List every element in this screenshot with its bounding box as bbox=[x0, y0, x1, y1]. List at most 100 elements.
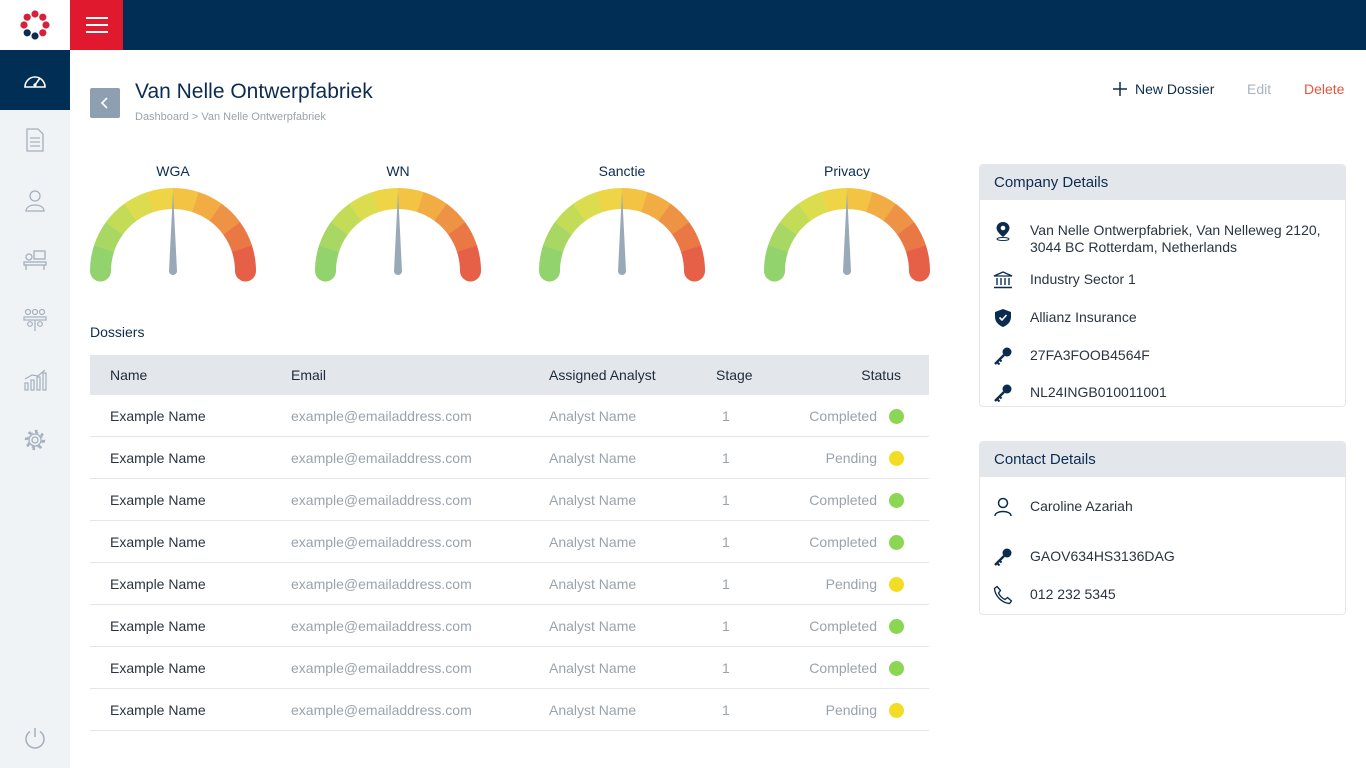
edit-button[interactable]: Edit bbox=[1247, 81, 1272, 97]
cell-stage: 1 bbox=[722, 491, 730, 508]
column-header-email[interactable]: Email bbox=[291, 367, 327, 383]
location-pin-icon bbox=[992, 220, 1014, 242]
column-header-analyst[interactable]: Assigned Analyst bbox=[549, 367, 656, 383]
sidebar-item-documents[interactable] bbox=[0, 110, 70, 170]
cell-name: Example Name bbox=[110, 407, 206, 424]
cell-name: Example Name bbox=[110, 491, 206, 508]
cell-status: Completed bbox=[809, 659, 877, 676]
status-dot bbox=[889, 409, 904, 424]
gauge-segment bbox=[349, 192, 379, 221]
cell-analyst: Analyst Name bbox=[549, 617, 637, 634]
column-header-name[interactable]: Name bbox=[110, 367, 148, 383]
gauge-segment bbox=[658, 203, 690, 235]
address-line-2: 3044 BC Rotterdam, Netherlands bbox=[1030, 239, 1237, 255]
dossiers-table: Name Email Assigned Analyst Stage Status… bbox=[90, 355, 929, 731]
gauge-segment bbox=[883, 203, 915, 235]
top-bar bbox=[0, 0, 1366, 50]
cell-email: example@emailaddress.com bbox=[291, 617, 472, 634]
cell-name: Example Name bbox=[110, 659, 206, 676]
table-row[interactable]: Example Name example@emailaddress.com Anal… bbox=[90, 689, 929, 731]
plus-icon bbox=[1113, 82, 1127, 96]
sidebar-item-people[interactable] bbox=[0, 170, 70, 230]
gauge-dial bbox=[315, 188, 481, 282]
gauge-wn: WN bbox=[313, 163, 483, 293]
table-row[interactable]: Example Name example@emailaddress.com Anal… bbox=[90, 647, 929, 689]
company-iban: NL24INGB010011001 bbox=[1030, 384, 1167, 400]
column-header-stage[interactable]: Stage bbox=[716, 367, 753, 383]
delete-button[interactable]: Delete bbox=[1304, 81, 1345, 97]
new-dossier-button[interactable]: New Dossier bbox=[1113, 81, 1214, 97]
status-dot bbox=[889, 661, 904, 676]
gauge-end-cap bbox=[539, 260, 560, 282]
sidebar bbox=[0, 50, 70, 768]
gauge-segment bbox=[417, 192, 447, 221]
cell-stage: 1 bbox=[722, 617, 730, 634]
gauge-segment bbox=[209, 203, 241, 235]
gauge-segment bbox=[94, 222, 123, 252]
gauge-segment bbox=[448, 222, 477, 252]
status-dot bbox=[889, 535, 904, 550]
gauge-segment bbox=[554, 203, 586, 235]
gauge-end-cap bbox=[90, 260, 111, 282]
cell-status: Completed bbox=[809, 533, 877, 550]
sidebar-item-dashboard[interactable] bbox=[0, 50, 70, 110]
new-dossier-label: New Dossier bbox=[1135, 81, 1215, 97]
app-logo[interactable] bbox=[0, 0, 70, 50]
cell-status: Pending bbox=[825, 449, 877, 466]
cell-stage: 1 bbox=[722, 701, 730, 718]
cell-status: Pending bbox=[825, 575, 877, 592]
gear-icon bbox=[24, 429, 46, 451]
gauge-segment bbox=[319, 222, 348, 252]
table-row[interactable]: Example Name example@emailaddress.com Anal… bbox=[90, 395, 929, 437]
table-row[interactable]: Example Name example@emailaddress.com Anal… bbox=[90, 437, 929, 479]
gauge-segment bbox=[172, 188, 199, 213]
gauge-segment bbox=[147, 188, 174, 213]
cell-email: example@emailaddress.com bbox=[291, 449, 472, 466]
gauge-privacy: Privacy bbox=[762, 163, 932, 293]
hamburger-menu-button[interactable] bbox=[70, 0, 123, 50]
table-row[interactable]: Example Name example@emailaddress.com Anal… bbox=[90, 563, 929, 605]
gauge-segment bbox=[779, 203, 811, 235]
cell-status: Pending bbox=[825, 701, 877, 718]
gauge-label: Sanctie bbox=[598, 163, 646, 179]
address-line-1: Van Nelle Ontwerpfabriek, Van Nelleweg 2… bbox=[1030, 222, 1321, 238]
cell-stage: 1 bbox=[722, 407, 730, 424]
logo-icon bbox=[20, 10, 50, 40]
gauge-segment bbox=[846, 188, 873, 213]
sidebar-item-desk[interactable] bbox=[0, 230, 70, 290]
table-row[interactable]: Example Name example@emailaddress.com Anal… bbox=[90, 521, 929, 563]
table-row[interactable]: Example Name example@emailaddress.com Anal… bbox=[90, 479, 929, 521]
bank-icon bbox=[992, 269, 1014, 291]
sidebar-item-team[interactable] bbox=[0, 290, 70, 350]
cell-email: example@emailaddress.com bbox=[291, 575, 472, 592]
chevron-left-icon bbox=[100, 97, 108, 109]
cell-status: Completed bbox=[809, 407, 877, 424]
breadcrumb[interactable]: Dashboard > Van Nelle Ontwerpfabriek bbox=[135, 111, 326, 123]
column-header-status[interactable]: Status bbox=[861, 367, 901, 383]
hamburger-icon bbox=[85, 17, 108, 33]
cell-name: Example Name bbox=[110, 575, 206, 592]
sidebar-item-settings[interactable] bbox=[0, 410, 70, 470]
contact-phone[interactable]: 012 232 5345 bbox=[1030, 586, 1116, 602]
logout-button[interactable] bbox=[0, 708, 70, 768]
gauge-needle bbox=[843, 191, 851, 275]
gauge-end-cap bbox=[684, 260, 705, 282]
gauge-dial bbox=[90, 188, 256, 282]
table-body: Example Name example@emailaddress.com Anal… bbox=[90, 395, 929, 731]
back-button[interactable] bbox=[90, 88, 120, 118]
gauge-segment bbox=[596, 188, 623, 213]
table-row[interactable]: Example Name example@emailaddress.com Anal… bbox=[90, 605, 929, 647]
cell-status: Completed bbox=[809, 491, 877, 508]
gauge-segment bbox=[621, 188, 648, 213]
gauge-end-cap bbox=[909, 260, 930, 282]
cell-name: Example Name bbox=[110, 449, 206, 466]
shield-icon bbox=[992, 307, 1014, 329]
gauge-segment bbox=[573, 192, 603, 221]
sidebar-item-analytics[interactable] bbox=[0, 350, 70, 410]
person-icon bbox=[25, 190, 45, 212]
status-dot bbox=[889, 619, 904, 634]
gauge-needle bbox=[394, 191, 402, 275]
company-details-card: Company Details Van Nelle Ontwerpfabriek… bbox=[979, 164, 1346, 407]
cell-analyst: Analyst Name bbox=[549, 575, 637, 592]
gauge-segment bbox=[672, 222, 701, 252]
